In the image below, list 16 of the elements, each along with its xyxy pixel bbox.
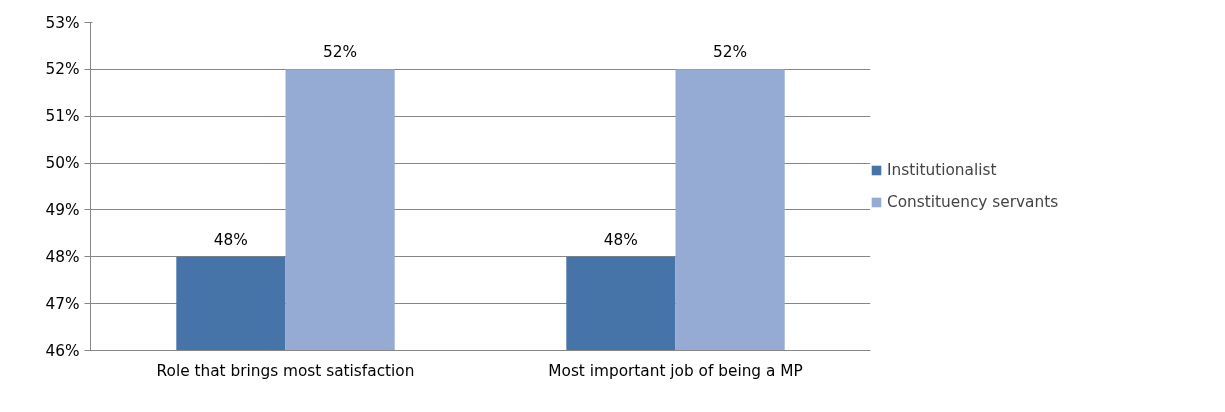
data-label: 52% — [713, 43, 748, 62]
y-tick-label: 52% — [45, 60, 80, 79]
data-label: 48% — [603, 230, 638, 249]
y-tick-label: 47% — [45, 294, 80, 313]
y-tick-label: 49% — [45, 200, 80, 219]
data-label: 48% — [213, 230, 248, 249]
data-label: 52% — [323, 43, 358, 62]
y-tick-label: 50% — [45, 154, 80, 173]
y-tick-label: 53% — [45, 13, 80, 32]
legend-label: Institutionalist — [887, 161, 997, 179]
legend-label: Constituency servants — [887, 193, 1059, 211]
y-tick-label: 48% — [45, 247, 80, 266]
y-tick-label: 46% — [45, 341, 80, 360]
y-tick-label: 51% — [45, 107, 80, 126]
x-tick-label: Most important job of being a MP — [548, 361, 803, 380]
x-tick-label: Role that brings most satisfaction — [156, 361, 415, 380]
